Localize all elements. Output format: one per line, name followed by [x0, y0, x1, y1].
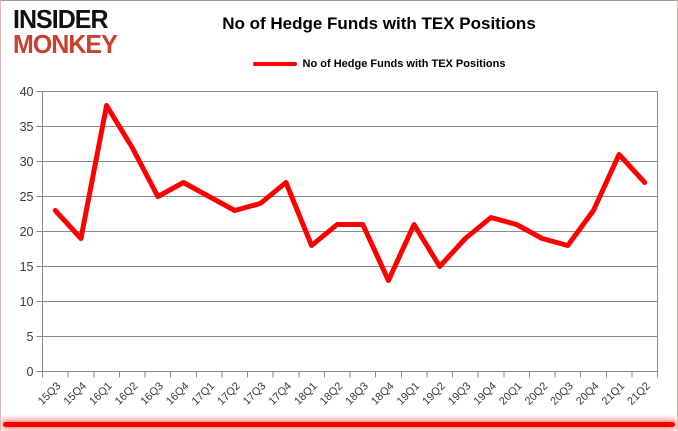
legend: No of Hedge Funds with TEX Positions — [121, 58, 637, 70]
svg-text:17Q2: 17Q2 — [215, 380, 243, 408]
svg-text:20: 20 — [20, 225, 34, 239]
legend-red-line-swatch — [252, 62, 297, 66]
svg-text:20Q2: 20Q2 — [523, 380, 551, 408]
bottom-accent-bar — [3, 422, 675, 427]
svg-text:21Q1: 21Q1 — [600, 380, 628, 408]
svg-text:19Q2: 19Q2 — [420, 380, 448, 408]
svg-text:35: 35 — [20, 120, 34, 134]
svg-text:15: 15 — [20, 260, 34, 274]
svg-text:20Q3: 20Q3 — [548, 380, 576, 408]
svg-text:17Q1: 17Q1 — [190, 380, 218, 408]
svg-text:5: 5 — [27, 330, 34, 344]
svg-text:18Q1: 18Q1 — [292, 380, 320, 408]
svg-text:16Q3: 16Q3 — [138, 380, 166, 408]
svg-text:20Q4: 20Q4 — [574, 380, 602, 408]
svg-text:19Q3: 19Q3 — [446, 380, 474, 408]
svg-text:19Q4: 19Q4 — [472, 380, 500, 408]
svg-text:0: 0 — [27, 365, 34, 379]
svg-text:18Q3: 18Q3 — [343, 380, 371, 408]
svg-text:15Q3: 15Q3 — [36, 380, 64, 408]
svg-text:15Q4: 15Q4 — [62, 380, 90, 408]
svg-text:20Q1: 20Q1 — [497, 380, 525, 408]
svg-text:18Q4: 18Q4 — [369, 380, 397, 408]
svg-text:40: 40 — [20, 85, 34, 99]
insider-monkey-logo: INSIDER MONKEY — [13, 4, 118, 60]
logo-insider: INSIDER — [13, 4, 108, 34]
svg-text:16Q2: 16Q2 — [113, 380, 141, 408]
logo-monkey: MONKEY — [13, 29, 118, 60]
svg-text:21Q2: 21Q2 — [625, 380, 653, 408]
svg-text:25: 25 — [20, 190, 34, 204]
svg-text:18Q2: 18Q2 — [318, 380, 346, 408]
chart-title: No of Hedge Funds with TEX Positions — [222, 14, 536, 33]
legend-label: No of Hedge Funds with TEX Positions — [302, 58, 506, 70]
svg-text:17Q4: 17Q4 — [267, 380, 295, 408]
svg-text:16Q1: 16Q1 — [87, 380, 115, 408]
svg-text:16Q4: 16Q4 — [164, 380, 192, 408]
svg-text:10: 10 — [20, 295, 34, 309]
svg-text:30: 30 — [20, 155, 34, 169]
svg-text:17Q3: 17Q3 — [241, 380, 269, 408]
svg-text:19Q1: 19Q1 — [395, 380, 423, 408]
